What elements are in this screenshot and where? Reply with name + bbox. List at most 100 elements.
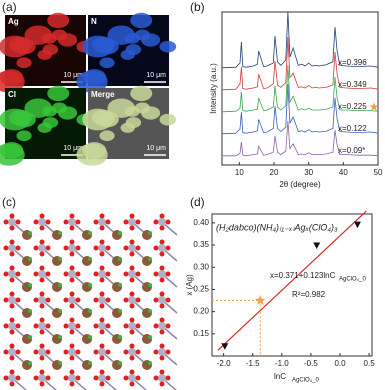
atom <box>45 245 51 251</box>
atom <box>128 270 136 278</box>
atom <box>75 375 81 381</box>
atom <box>75 297 81 303</box>
atom <box>88 361 92 365</box>
atom <box>68 348 76 356</box>
atom <box>135 245 141 251</box>
atom <box>45 219 51 225</box>
atom <box>159 317 165 323</box>
atom <box>15 219 21 225</box>
atom <box>8 374 16 382</box>
atom <box>3 271 9 277</box>
atom <box>129 225 135 231</box>
atom <box>159 381 165 387</box>
atom <box>69 277 75 283</box>
atom <box>128 348 136 356</box>
r-squared: R²=0.982 <box>292 290 326 299</box>
y-tick-label: 0.30 <box>193 262 209 271</box>
atom <box>8 244 16 252</box>
atom <box>105 245 111 251</box>
x-tick-label: 50 <box>374 168 383 177</box>
atom <box>33 219 39 225</box>
atom <box>9 355 15 361</box>
series-label: x=0.122 <box>338 124 367 133</box>
x-tick-label: 10 <box>235 168 244 177</box>
particle <box>0 70 25 93</box>
atom <box>9 251 15 257</box>
tile-label: Merge <box>91 90 115 99</box>
y-tick-label: 0.25 <box>193 285 209 294</box>
atom <box>93 271 99 277</box>
atom <box>129 303 135 309</box>
atom <box>88 283 92 287</box>
atom <box>45 349 51 355</box>
particle <box>41 106 57 117</box>
atom <box>69 225 75 231</box>
atom <box>33 297 39 303</box>
pattern-line <box>221 36 379 91</box>
pattern-line <box>221 64 379 113</box>
atom <box>159 239 165 245</box>
atom <box>99 225 105 231</box>
atom <box>45 323 51 329</box>
atom <box>153 219 159 225</box>
particle <box>76 70 108 93</box>
atom <box>99 343 105 349</box>
atom <box>8 296 16 304</box>
atom <box>135 219 141 225</box>
atom <box>158 218 166 226</box>
x-axis-label-sub: AgClO₄_0 <box>292 378 319 384</box>
atom <box>9 291 15 297</box>
atom <box>98 374 106 382</box>
atom <box>159 277 165 283</box>
atom <box>3 297 9 303</box>
atom <box>99 381 105 387</box>
atom <box>39 381 45 387</box>
atom <box>9 343 15 349</box>
atom <box>38 218 46 226</box>
atom <box>135 375 141 381</box>
atom <box>39 239 45 245</box>
atom <box>118 335 122 339</box>
particle <box>16 57 32 69</box>
atom <box>9 225 15 231</box>
x-tick-label: -2.0 <box>217 359 231 368</box>
atom <box>58 335 62 339</box>
atom <box>158 348 166 356</box>
x-axis-label: 2θ (degree) <box>279 180 321 189</box>
atom <box>58 309 62 313</box>
atom <box>39 213 45 219</box>
atom <box>129 355 135 361</box>
atom <box>165 219 171 225</box>
atom <box>38 374 46 382</box>
micrographs: Ag 10 μm N 10 μm Cl 10 μm Merge 10 μm <box>0 12 177 166</box>
atom <box>15 375 21 381</box>
atom <box>63 323 69 329</box>
atom <box>129 213 135 219</box>
atom <box>118 231 122 235</box>
series-label: x=0.225 <box>338 102 367 111</box>
panel-label: (c) <box>2 195 16 209</box>
atom <box>3 323 9 329</box>
scale-bar-label: 10 μm <box>146 72 166 79</box>
atom <box>158 270 166 278</box>
atom <box>9 381 15 387</box>
data-point <box>313 242 321 250</box>
atom <box>28 257 32 261</box>
atom <box>39 225 45 231</box>
atom <box>9 329 15 335</box>
atom <box>123 375 129 381</box>
atom <box>69 291 75 297</box>
atom <box>98 322 106 330</box>
particle <box>130 85 153 102</box>
atom <box>135 297 141 303</box>
fit-line <box>217 210 367 351</box>
atom <box>159 329 165 335</box>
y-tick-label: 0.15 <box>193 329 209 338</box>
atom <box>128 296 136 304</box>
atom <box>159 291 165 297</box>
atom <box>39 317 45 323</box>
atom <box>33 323 39 329</box>
atom <box>118 361 122 365</box>
tile-content <box>76 12 177 93</box>
